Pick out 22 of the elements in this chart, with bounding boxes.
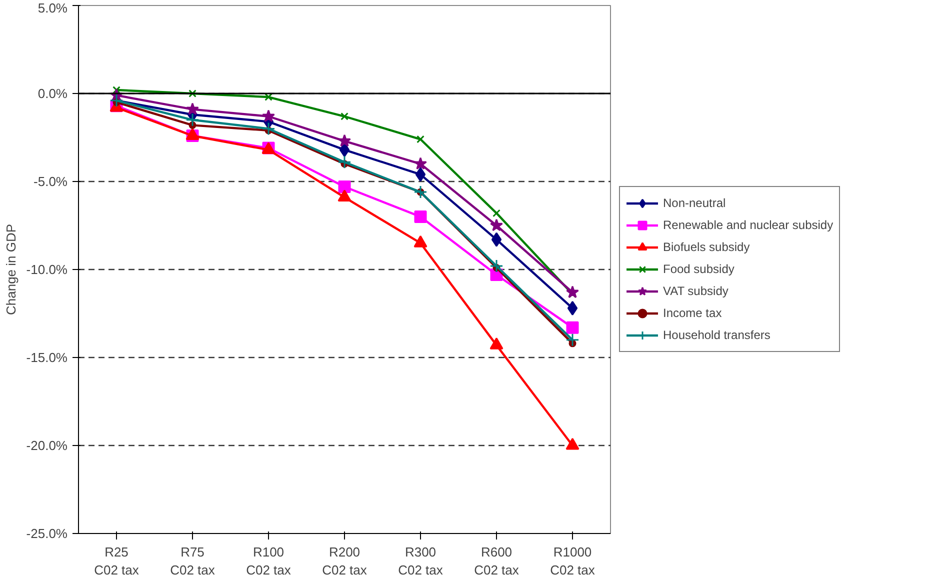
legend-label: Renewable and nuclear subsidy (663, 218, 834, 232)
x-tick-label: R25 C02 tax (94, 544, 140, 578)
y-tick-label: -25.0% (26, 526, 68, 541)
x-tick-label: R100 C02 tax (246, 544, 292, 578)
legend-label: VAT subsidy (663, 284, 728, 298)
x-tick-label: R300 C02 tax (398, 544, 444, 578)
y-tick-label: 5.0% (38, 0, 68, 16)
y-tick-label: -15.0% (26, 350, 68, 365)
x-tick-label: R1000 C02 tax (550, 544, 596, 578)
legend-label: Food subsidy (663, 262, 734, 276)
legend-label: Household transfers (663, 328, 770, 342)
legend-label: Income tax (663, 306, 722, 320)
legend-label: Biofuels subsidy (663, 240, 750, 254)
y-axis-title: Change in GDP (3, 224, 18, 316)
y-tick-label: -20.0% (26, 438, 68, 453)
x-tick-label: R200 C02 tax (322, 544, 368, 578)
x-tick-label: R600 C02 tax (474, 544, 520, 578)
legend-label: Non-neutral (663, 196, 726, 210)
y-tick-label: 0.0% (38, 86, 68, 101)
y-tick-label: -10.0% (26, 262, 68, 277)
x-tick-label: R75 C02 tax (170, 544, 216, 578)
y-tick-label: -5.0% (34, 174, 68, 189)
